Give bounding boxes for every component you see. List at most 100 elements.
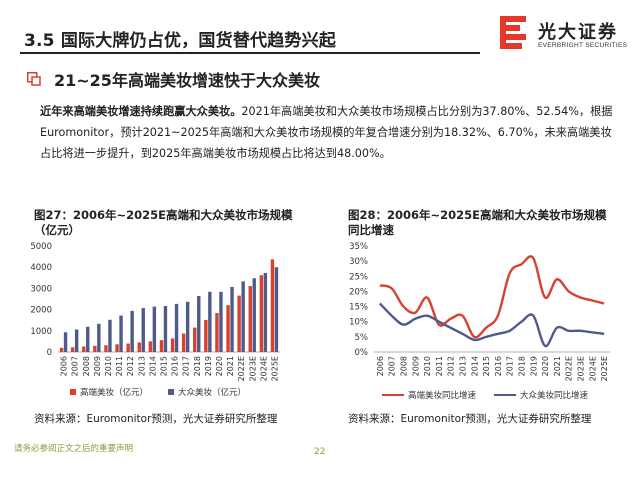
legend-label-mass: 大众美妆同比增速 <box>520 390 589 401</box>
bar-premium <box>59 347 64 352</box>
x-tick-label: 2006 <box>60 356 69 376</box>
x-tick-label: 2010 <box>104 356 113 376</box>
summary-body: 2021年高端美妆和大众美妆市场规模占比分别为37.80%、52.54%，根据E… <box>40 105 613 160</box>
bar-premium <box>204 319 208 352</box>
right-chart-title: 图28：2006年~2025E高端和大众美妆市场规模 同比增速 <box>348 208 607 238</box>
x-tick-label: 2012 <box>126 356 135 376</box>
y-tick-label: 2000 <box>30 306 52 316</box>
bar-mass <box>108 319 112 352</box>
x-tick-label: 2006 <box>376 356 385 376</box>
y-tick-label: 3000 <box>30 284 52 294</box>
y-tick-label: 0% <box>355 348 369 358</box>
x-tick-label: 2018 <box>193 356 202 376</box>
summary-paragraph: 近年来高端美妆增速持续跑赢大众美妆。2021年高端美妆和大众美妆市场规模占比分别… <box>40 101 620 164</box>
brand-name: 光大证券 <box>538 22 618 43</box>
x-tick-label: 2015 <box>159 356 168 376</box>
left-chart-title: 图27：2006年~2025E高端和大众美妆市场规模 （亿元） <box>34 208 293 238</box>
bar-premium <box>82 346 86 352</box>
x-tick-label: 2020 <box>215 356 224 376</box>
x-tick-label: 2023E <box>248 356 257 381</box>
x-tick-label: 2023E <box>577 356 586 381</box>
page-number: 22 <box>314 447 326 457</box>
x-tick-label: 2017 <box>182 356 191 376</box>
x-tick-label: 2013 <box>137 356 146 376</box>
y-tick-label: 10% <box>349 318 368 328</box>
bar-premium <box>259 275 264 352</box>
bar-mass <box>197 296 201 352</box>
bar-premium <box>148 341 153 352</box>
bar-mass <box>152 306 157 352</box>
x-tick-label: 2021 <box>553 356 562 376</box>
left-chart-title-line2: （亿元） <box>34 223 80 237</box>
x-tick-label: 2007 <box>71 356 80 376</box>
bar-premium <box>270 259 275 352</box>
x-tick-label: 2017 <box>506 356 515 376</box>
title-rule <box>20 52 480 54</box>
x-tick-label: 2025E <box>270 356 279 381</box>
x-tick-label: 2025E <box>600 356 609 381</box>
section-title: 21~25年高端美妆增速快于大众美妆 <box>54 71 320 90</box>
x-tick-label: 2014 <box>148 356 157 376</box>
growth-rate-line-chart: 0%5%10%15%20%25%30%35%2006 2007 2008 2009 20… <box>349 242 610 401</box>
x-tick-label: 2008 <box>82 356 91 376</box>
bar-mass <box>130 310 134 352</box>
line-mass <box>379 302 605 348</box>
y-tick-label: 0 <box>47 348 52 358</box>
bar-premium <box>193 327 197 352</box>
x-tick-label: 2008 <box>400 356 409 376</box>
brand-subtitle: EVERBRIGHT SECURITIES <box>538 42 628 49</box>
bar-premium <box>170 338 175 352</box>
y-tick-label: 5000 <box>30 242 52 252</box>
y-tick-label: 25% <box>349 272 368 282</box>
x-tick-label: 2021 <box>226 356 235 376</box>
legend-swatch-mass <box>168 389 174 395</box>
bar-premium <box>159 340 164 352</box>
bar-premium <box>248 286 252 352</box>
bar-premium <box>126 343 130 352</box>
x-tick-label: 2009 <box>411 356 420 376</box>
x-tick-label: 2015 <box>482 356 491 376</box>
bar-mass <box>174 303 179 352</box>
x-tick-label: 2020 <box>541 356 550 376</box>
bar-mass <box>230 286 234 352</box>
legend-swatch-premium <box>70 389 76 395</box>
bar-mass <box>185 301 190 352</box>
bar-premium <box>70 347 75 352</box>
bar-mass <box>163 305 168 352</box>
right-chart-source: 资料来源：Euromonitor预测，光大证券研究所整理 <box>348 413 592 425</box>
bar-mass <box>252 278 256 352</box>
y-tick-label: 35% <box>349 242 368 252</box>
summary-lead: 近年来高端美妆增速持续跑赢大众美妆。 <box>40 105 242 118</box>
x-tick-label: 2016 <box>494 356 503 376</box>
x-tick-label: 2019 <box>529 356 538 376</box>
bar-premium <box>226 305 230 352</box>
y-tick-label: 5% <box>355 333 369 343</box>
bar-mass <box>241 281 245 352</box>
left-chart-source: 资料来源：Euromonitor预测，光大证券研究所整理 <box>34 413 278 425</box>
bar-premium <box>215 312 219 352</box>
legend-label-premium: 高端美妆（亿元） <box>80 387 148 398</box>
bar-mass <box>63 332 68 352</box>
bar-mass <box>86 326 90 352</box>
bar-mass <box>119 315 123 352</box>
x-tick-label: 2022E <box>565 356 574 381</box>
x-tick-label: 2024E <box>588 356 597 381</box>
bar-mass <box>141 308 145 352</box>
right-chart-title-line2: 同比增速 <box>348 223 394 237</box>
bar-mass <box>97 323 101 352</box>
legend-label-premium: 高端美妆同比增速 <box>408 390 477 401</box>
x-tick-label: 2011 <box>115 356 124 376</box>
line-premium <box>379 255 605 339</box>
bar-mass <box>274 267 279 352</box>
x-tick-label: 2007 <box>388 356 397 376</box>
left-chart-title-line1: 图27：2006年~2025E高端和大众美妆市场规模 <box>34 208 293 222</box>
y-tick-label: 15% <box>349 303 368 313</box>
page-title: 3.5 国际大牌仍占优，国货替代趋势兴起 <box>24 31 337 51</box>
x-tick-label: 2012 <box>447 356 456 376</box>
x-tick-label: 2010 <box>423 356 432 376</box>
y-tick-label: 1000 <box>30 327 52 337</box>
x-tick-label: 2014 <box>470 356 479 376</box>
bar-premium <box>181 333 186 352</box>
bar-mass <box>263 272 268 352</box>
x-tick-label: 2013 <box>459 356 468 376</box>
